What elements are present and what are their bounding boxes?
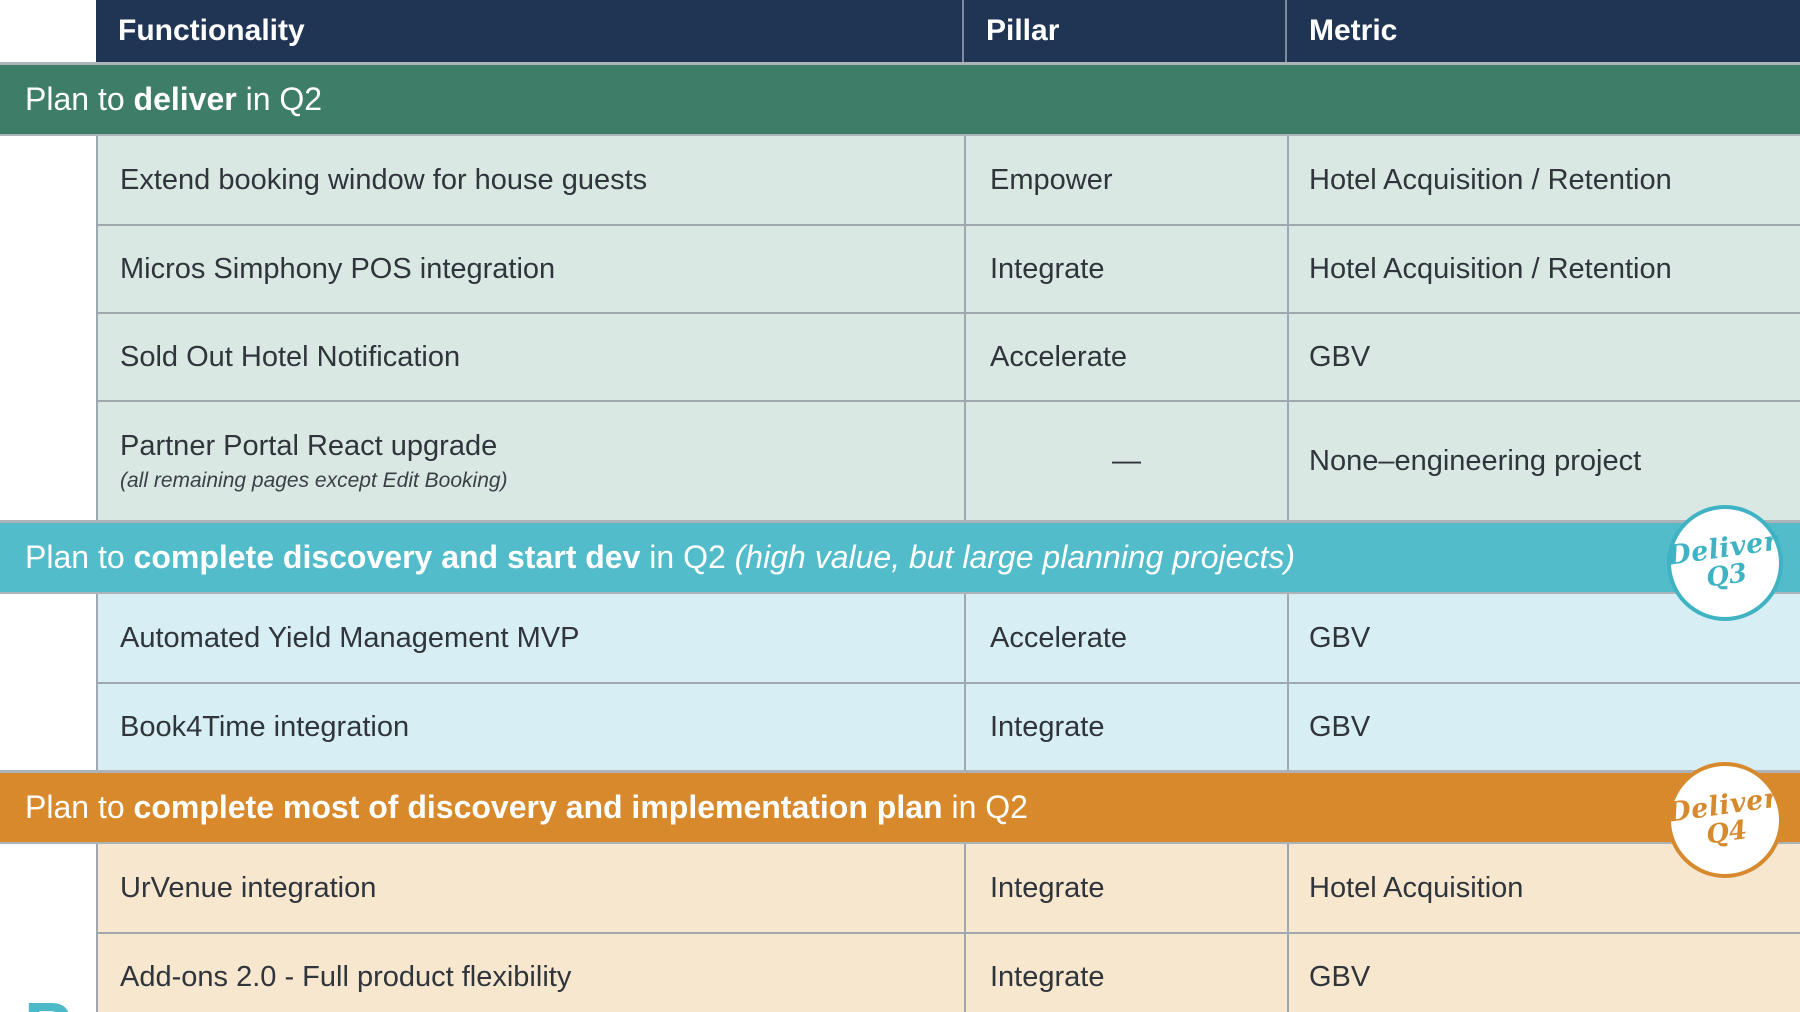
table-row: Automated Yield Management MVP Accelerat…	[98, 594, 1800, 682]
band-text-bold: deliver	[133, 81, 237, 117]
column-header-functionality: Functionality	[118, 14, 305, 47]
deliver-q3-badge: Deliver Q3	[1666, 505, 1784, 621]
cell-pillar: Integrate	[964, 684, 1287, 770]
table-row: Sold Out Hotel Notification Accelerate G…	[98, 312, 1800, 400]
cell-pillar: Integrate	[964, 934, 1287, 1012]
table-row: Extend booking window for house guests E…	[98, 136, 1800, 224]
cell-metric: Hotel Acquisition / Retention	[1287, 136, 1800, 224]
cell-metric: GBV	[1287, 684, 1800, 770]
band-text-suffix: in Q2	[942, 789, 1028, 825]
cell-metric: Hotel Acquisition	[1287, 844, 1800, 932]
table-row: Micros Simphony POS integration Integrat…	[98, 224, 1800, 312]
table-row: Partner Portal React upgrade (all remain…	[98, 400, 1800, 520]
section-band-discovery-start-dev-q2: Plan to complete discovery and start dev…	[0, 520, 1800, 594]
cell-pillar: Integrate	[964, 844, 1287, 932]
table-row: UrVenue integration Integrate Hotel Acqu…	[98, 844, 1800, 932]
column-header-pillar: Pillar	[962, 0, 1285, 62]
band-text-suffix: in Q2	[640, 539, 735, 575]
functionality-title: Partner Portal React upgrade	[120, 429, 498, 462]
table-row: Book4Time integration Integrate GBV	[98, 682, 1800, 770]
band-text-bold: complete discovery and start dev	[133, 539, 641, 575]
clipped-logo-letter: P	[24, 993, 72, 1012]
functionality-with-note: Partner Portal React upgrade (all remain…	[120, 430, 508, 493]
band-text-suffix: in Q2	[236, 81, 323, 117]
table-header: Functionality Pillar Metric	[96, 0, 1800, 62]
band-text-bold: complete most of discovery and implement…	[133, 789, 943, 825]
column-header-metric: Metric	[1285, 0, 1800, 62]
section-rows-deliver-q2: Extend booking window for house guests E…	[96, 136, 1800, 520]
cell-metric: None–engineering project	[1287, 402, 1800, 520]
cell-metric: GBV	[1287, 314, 1800, 400]
section-band-deliver-q2: Plan to deliver in Q2	[0, 62, 1800, 136]
cell-functionality: Micros Simphony POS integration	[120, 252, 556, 285]
cell-functionality: Automated Yield Management MVP	[120, 621, 580, 654]
functionality-note: (all remaining pages except Edit Booking…	[120, 468, 508, 492]
cell-pillar-dash: —	[964, 402, 1287, 520]
table-row: Add-ons 2.0 - Full product flexibility I…	[98, 932, 1800, 1012]
band-text-prefix: Plan to	[25, 539, 134, 575]
deliver-q4-badge-text: Deliver Q4	[1666, 783, 1784, 856]
deliver-q4-badge: Deliver Q4	[1666, 762, 1784, 878]
cell-functionality: Book4Time integration	[120, 710, 410, 743]
cell-metric: GBV	[1287, 594, 1800, 682]
cell-functionality: Sold Out Hotel Notification	[120, 340, 461, 373]
band-text-prefix: Plan to	[25, 789, 134, 825]
cell-functionality: Add-ons 2.0 - Full product flexibility	[120, 960, 572, 993]
section-rows-discovery-start-dev-q2: Automated Yield Management MVP Accelerat…	[96, 594, 1800, 770]
cell-pillar: Empower	[964, 136, 1287, 224]
cell-metric: Hotel Acquisition / Retention	[1287, 226, 1800, 312]
cell-functionality: Extend booking window for house guests	[120, 163, 648, 196]
cell-pillar: Accelerate	[964, 594, 1287, 682]
deliver-q3-badge-text: Deliver Q3	[1666, 526, 1784, 599]
section-rows-implementation-plan-q2: UrVenue integration Integrate Hotel Acqu…	[96, 844, 1800, 1012]
cell-metric: GBV	[1287, 934, 1800, 1012]
cell-functionality: Partner Portal React upgrade (all remain…	[98, 402, 964, 520]
section-band-implementation-plan-q2: Plan to complete most of discovery and i…	[0, 770, 1800, 844]
band-text-prefix: Plan to	[25, 81, 134, 117]
band-text-italic: (high value, but large planning projects…	[734, 539, 1295, 575]
cell-functionality: UrVenue integration	[120, 871, 377, 904]
cell-pillar: Accelerate	[964, 314, 1287, 400]
cell-pillar: Integrate	[964, 226, 1287, 312]
